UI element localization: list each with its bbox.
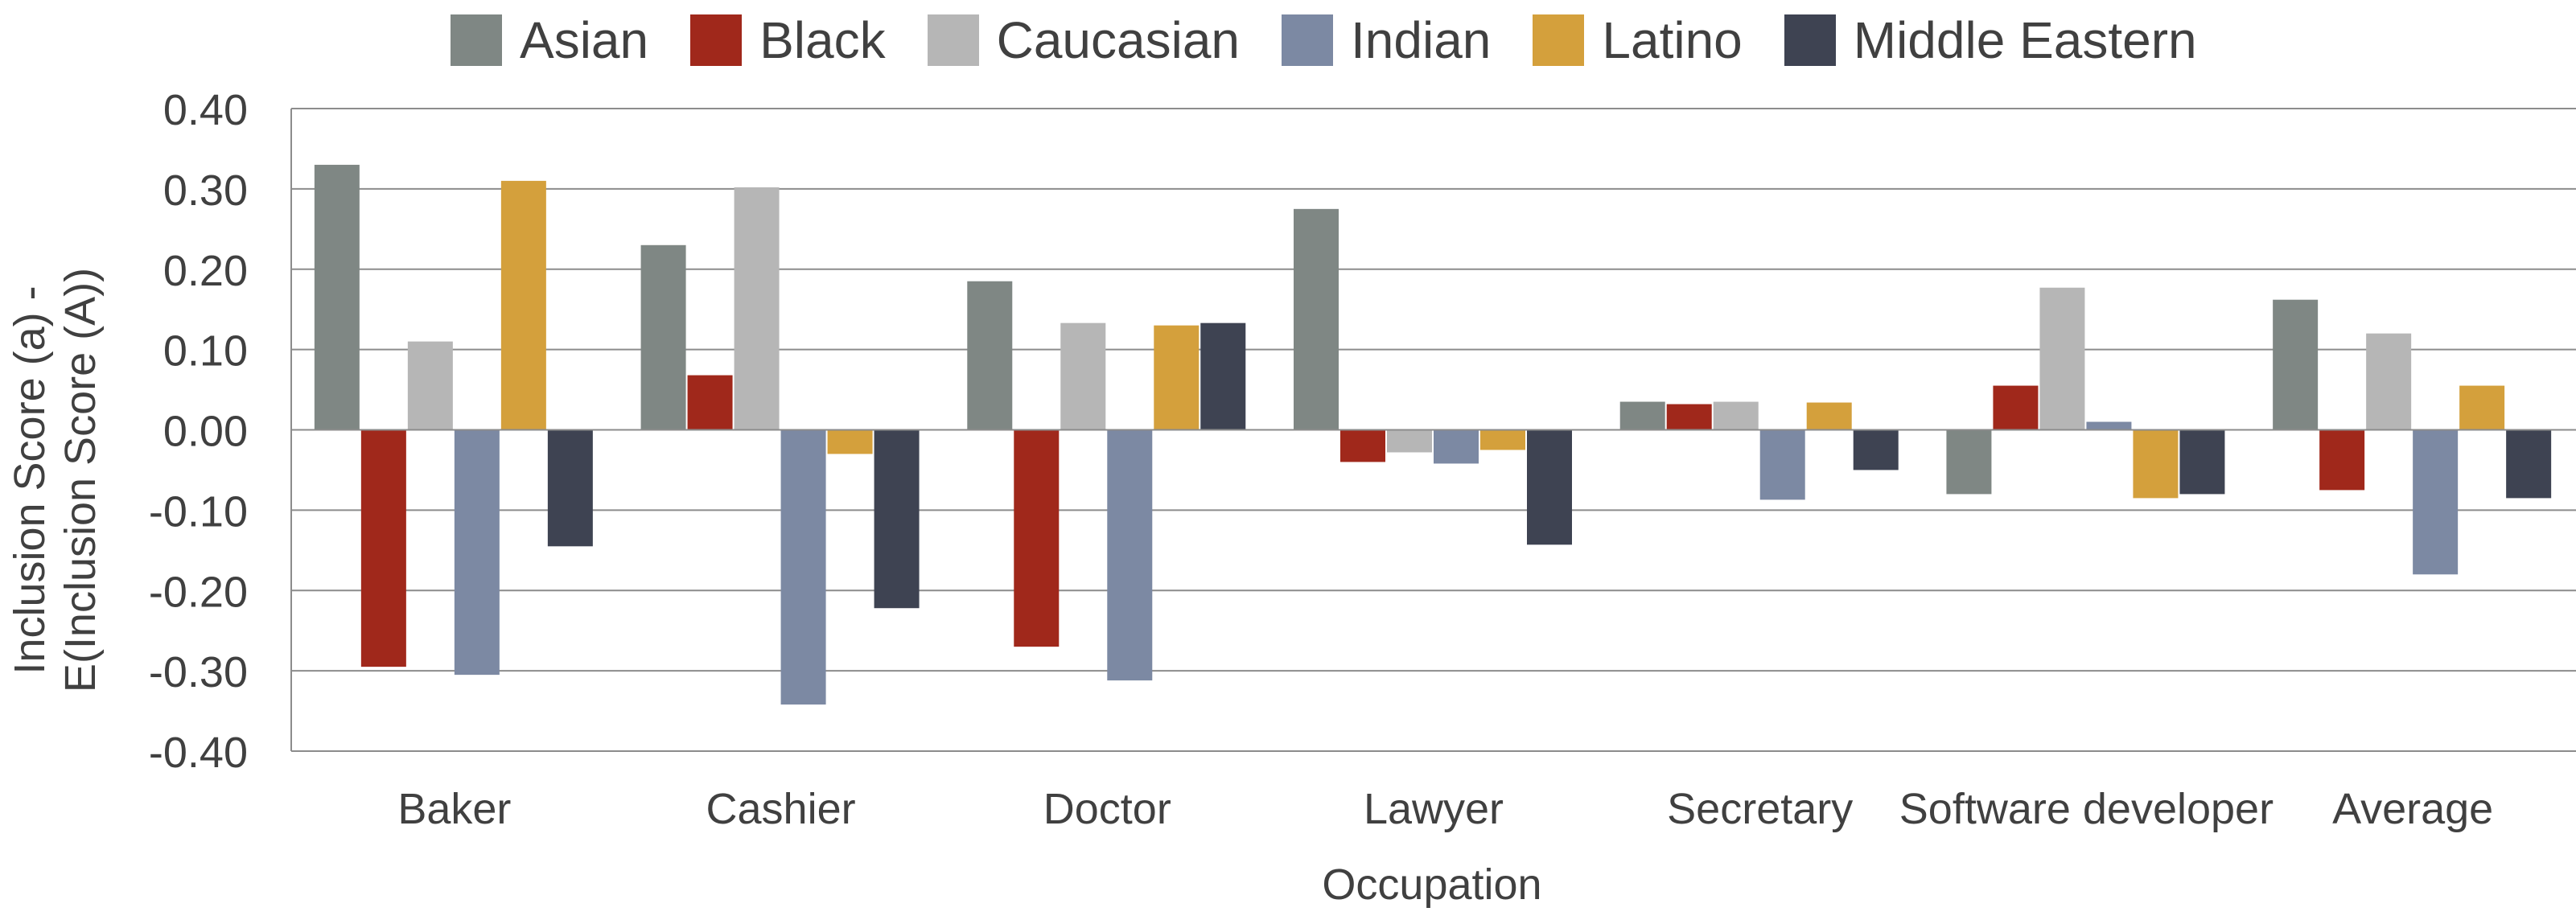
bar <box>640 244 686 430</box>
x-tick-label: Software developer <box>1899 785 2274 833</box>
x-axis: Baker Cashier Doctor Lawyer Secretary Softwar… <box>397 785 2493 833</box>
x-tick-label: Average <box>2332 785 2493 833</box>
bar <box>1480 429 1525 450</box>
y-axis-title-line-2: E(Inclusion Score (A)) <box>56 268 105 692</box>
bar <box>967 281 1013 430</box>
bar <box>1853 429 1899 470</box>
legend-label: Latino <box>1602 11 1743 69</box>
bar <box>2319 429 2365 491</box>
bar <box>1014 429 1060 647</box>
bar <box>360 429 406 667</box>
bar <box>2413 429 2459 575</box>
y-tick-label: 0.40 <box>163 86 248 134</box>
legend-label: Indian <box>1351 11 1492 69</box>
y-tick-label: -0.10 <box>149 487 248 536</box>
bar <box>2133 429 2179 499</box>
bar <box>1666 404 1712 430</box>
bar <box>1107 429 1153 681</box>
bar <box>1993 385 2039 430</box>
bar <box>1387 429 1432 453</box>
bar <box>1946 429 1992 495</box>
y-tick-label: 0.10 <box>163 327 248 376</box>
bar <box>2366 333 2412 430</box>
legend-item-3: Indian <box>1282 10 1491 70</box>
bar <box>500 180 546 430</box>
bar <box>734 187 780 430</box>
bar <box>687 375 733 430</box>
y-axis: 0.40 0.30 0.20 0.10 0.00 -0.10 -0.20 -0.30 -0.40 <box>149 86 292 777</box>
bar <box>1060 322 1106 430</box>
legend-label: Middle Eastern <box>1853 11 2197 69</box>
bar <box>1619 401 1665 430</box>
y-tick-label: -0.40 <box>149 729 248 777</box>
legend-swatch <box>690 14 743 66</box>
x-tick-label: Baker <box>397 785 511 833</box>
bar <box>1527 429 1572 545</box>
y-tick-label: 0.30 <box>163 166 248 215</box>
bar <box>1806 402 1852 430</box>
bar <box>1434 429 1479 464</box>
legend-label: Caucasian <box>996 11 1240 69</box>
legend-swatch <box>1533 14 1585 66</box>
x-tick-label: Doctor <box>1043 785 1171 833</box>
legend-swatch <box>927 14 979 66</box>
bar <box>407 341 453 430</box>
x-tick-label: Lawyer <box>1364 785 1504 833</box>
y-tick-label: 0.20 <box>163 247 248 295</box>
bar <box>874 429 920 609</box>
y-tick-label: 0.00 <box>163 408 248 456</box>
y-tick-label: -0.30 <box>149 648 248 696</box>
bar <box>2179 429 2225 495</box>
y-tick-label: -0.20 <box>149 568 248 616</box>
bar <box>547 429 593 547</box>
bars <box>291 164 2576 705</box>
bar <box>827 429 873 454</box>
legend-swatch <box>1282 14 1333 66</box>
legend-item-2: Caucasian <box>927 10 1240 70</box>
bar <box>1154 325 1200 430</box>
bar <box>1759 429 1805 500</box>
bar <box>2273 299 2319 430</box>
bar <box>780 429 826 705</box>
bar <box>2086 421 2132 430</box>
bar <box>1200 322 1246 430</box>
legend-item-0: Asian <box>451 10 648 70</box>
bar <box>2039 287 2085 430</box>
bar <box>2459 385 2505 430</box>
legend-item-4: Latino <box>1533 10 1743 70</box>
bar <box>1294 208 1339 430</box>
chart-legend: Asian Black Caucasian Indian Latino Middle Ea… <box>451 6 2544 74</box>
legend-swatch <box>1784 14 1836 66</box>
legend-item-5: Middle Eastern <box>1784 10 2197 70</box>
legend-item-1: Black <box>690 10 886 70</box>
legend-label: Asian <box>520 11 649 69</box>
x-tick-label: Secretary <box>1667 785 1853 833</box>
legend-label: Black <box>759 11 886 69</box>
y-axis-title-line-1: Inclusion Score (a) - <box>6 285 54 674</box>
bar <box>1340 429 1385 462</box>
legend-swatch <box>451 14 502 66</box>
x-axis-title: Occupation <box>1322 860 1541 909</box>
bar <box>454 429 500 676</box>
bar <box>2506 429 2552 499</box>
bar <box>314 164 360 430</box>
x-tick-label: Cashier <box>706 785 856 833</box>
bar <box>1713 401 1759 430</box>
